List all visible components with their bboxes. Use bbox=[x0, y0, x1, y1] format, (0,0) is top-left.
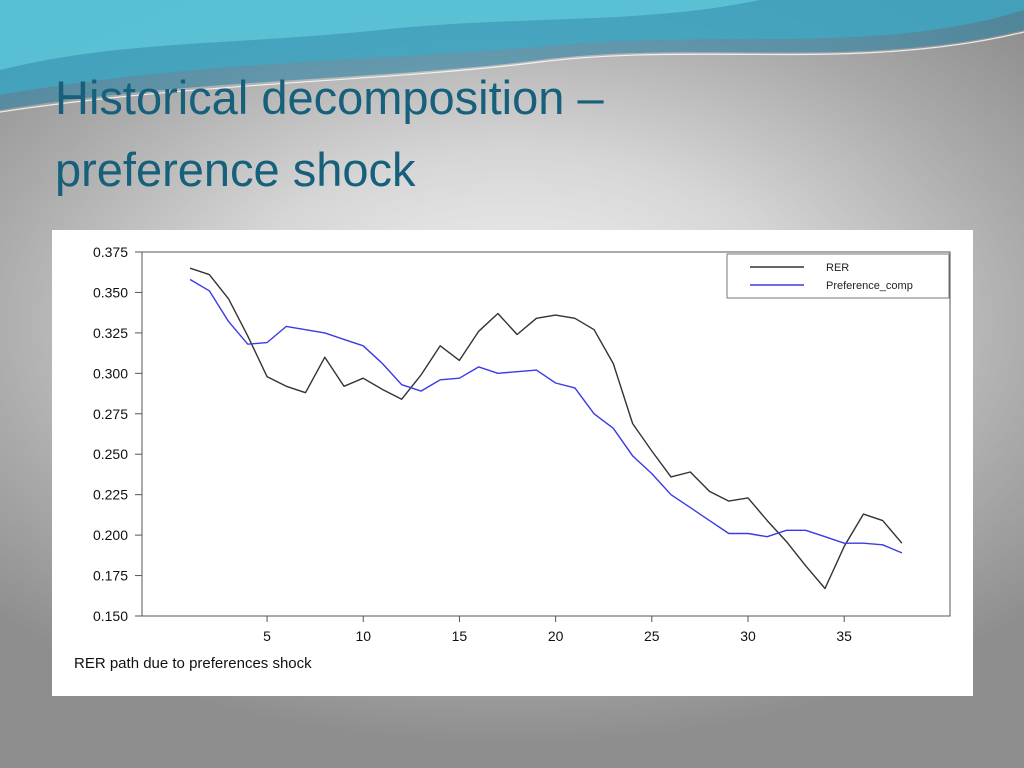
legend: RER Preference_comp bbox=[726, 253, 950, 299]
x-tick-label: 30 bbox=[740, 628, 756, 644]
y-tick-label: 0.275 bbox=[93, 406, 128, 422]
y-tick-label: 0.375 bbox=[93, 244, 128, 260]
slide-title-line2: preference shock bbox=[55, 143, 416, 196]
series-layer bbox=[189, 267, 903, 590]
y-tick-label: 0.300 bbox=[93, 365, 128, 381]
wave-highlight-line bbox=[0, 31, 1024, 113]
x-tick-label: 15 bbox=[452, 628, 468, 644]
x-axis-caption: RER path due to preferences shock bbox=[74, 655, 312, 672]
x-tick-label: 20 bbox=[548, 628, 564, 644]
x-tick-label: 25 bbox=[644, 628, 660, 644]
x-tick-label: 5 bbox=[263, 628, 271, 644]
y-tick-label: 0.325 bbox=[93, 325, 128, 341]
series-line-rer bbox=[189, 267, 903, 590]
plot-frame bbox=[141, 251, 951, 617]
y-tick-label: 0.150 bbox=[93, 608, 128, 624]
header-wave-decoration bbox=[0, 0, 1024, 113]
wave-band-front bbox=[0, 0, 760, 70]
chart-panel: 0.150 0.175 0.200 0.225 0.250 0.275 0.300 0.325… bbox=[52, 230, 973, 696]
series-line-preference-comp bbox=[189, 278, 903, 554]
x-axis: 5 10 15 20 25 30 35 bbox=[263, 616, 852, 644]
slide-title-line1: Historical decomposition – bbox=[55, 71, 604, 124]
slide-title: Historical decomposition – preference sh… bbox=[55, 62, 955, 206]
y-tick-label: 0.175 bbox=[93, 568, 128, 584]
legend-label-preference-comp: Preference_comp bbox=[826, 280, 913, 292]
y-axis: 0.150 0.175 0.200 0.225 0.250 0.275 0.300 0.325… bbox=[93, 244, 142, 624]
x-tick-label: 10 bbox=[355, 628, 371, 644]
x-tick-label: 35 bbox=[836, 628, 852, 644]
y-tick-label: 0.225 bbox=[93, 487, 128, 503]
y-tick-label: 0.200 bbox=[93, 527, 128, 543]
y-tick-label: 0.350 bbox=[93, 284, 128, 300]
y-tick-label: 0.250 bbox=[93, 446, 128, 462]
line-chart: 0.150 0.175 0.200 0.225 0.250 0.275 0.300 0.325… bbox=[74, 244, 951, 672]
legend-box bbox=[726, 253, 950, 299]
legend-label-rer: RER bbox=[826, 262, 849, 274]
